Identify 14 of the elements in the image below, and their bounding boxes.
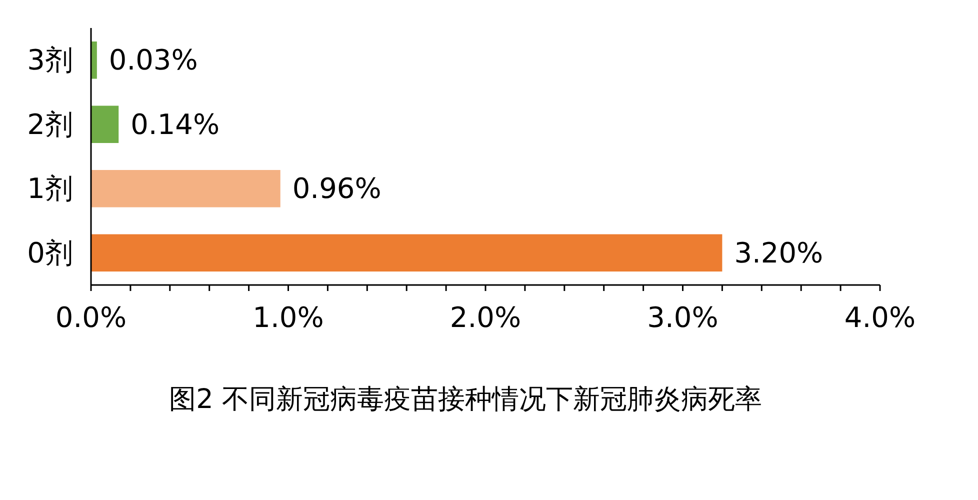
x-tick-label: 4.0% — [844, 301, 916, 334]
x-tick-label: 1.0% — [252, 301, 324, 334]
y-tick-label: 3剂 — [27, 44, 73, 77]
y-tick-label: 2剂 — [27, 108, 73, 141]
text: 图2 不同新冠病毒疫苗接种情况下新冠肺炎病死率 — [169, 384, 762, 415]
y-tick-label: 1剂 — [27, 172, 73, 206]
data-label: 0.96% — [292, 172, 382, 206]
x-tick-label: 0.0% — [55, 301, 127, 334]
data-label: 0.14% — [130, 108, 220, 141]
x-tick-label: 3.0% — [647, 301, 718, 334]
x-tick-label: 2.0% — [450, 301, 522, 334]
data-label: 3.20% — [734, 236, 824, 270]
y-tick-label: 0剂 — [27, 236, 73, 270]
data-label: 0.03% — [108, 44, 198, 77]
